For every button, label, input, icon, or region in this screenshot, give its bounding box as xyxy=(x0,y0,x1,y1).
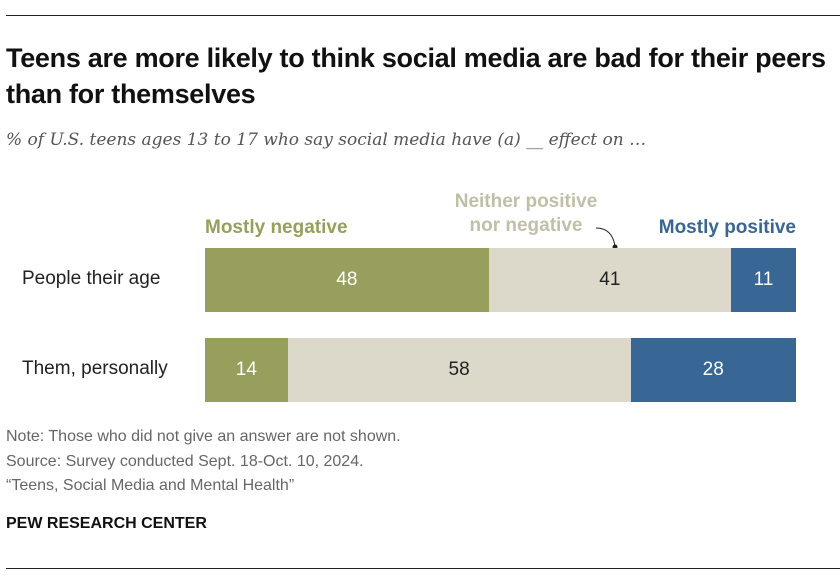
bar-segment: 48 xyxy=(205,248,489,312)
source: Source: Survey conducted Sept. 18-Oct. 1… xyxy=(6,453,364,470)
legend-mostly-negative: Mostly negative xyxy=(205,217,348,238)
note: Note: Those who did not give an answer a… xyxy=(6,428,401,445)
row-label: People their age xyxy=(22,268,161,289)
bar-segment: 14 xyxy=(205,338,288,402)
chart-subtitle: % of U.S. teens ages 13 to 17 who say so… xyxy=(6,130,647,150)
report-title: “Teens, Social Media and Mental Health” xyxy=(6,477,295,494)
pew-logo-text: PEW RESEARCH CENTER xyxy=(6,515,207,532)
bottom-rule xyxy=(6,568,840,569)
bar-segment: 28 xyxy=(630,338,796,402)
top-rule xyxy=(6,15,840,16)
row-label: Them, personally xyxy=(22,358,168,379)
legend-neither: Neither positive nor negative xyxy=(454,191,598,236)
bar-segment: 11 xyxy=(730,248,796,312)
bar-segment: 41 xyxy=(488,248,731,312)
legend-mostly-positive: Mostly positive xyxy=(658,217,796,238)
chart-title: Teens are more likely to think social me… xyxy=(6,43,826,109)
bar-segment: 58 xyxy=(287,338,631,402)
